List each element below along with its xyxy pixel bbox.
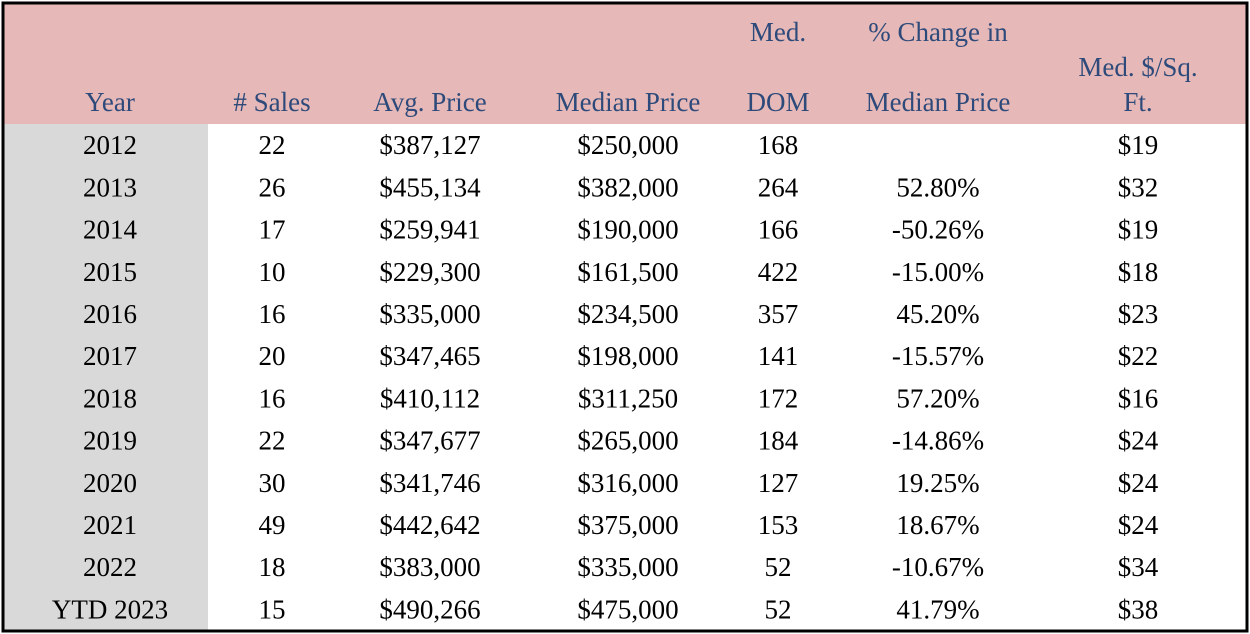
table-cell: $410,112 xyxy=(380,383,480,413)
table-cell: 2019 xyxy=(83,426,137,456)
table-cell: $341,746 xyxy=(379,468,480,498)
year-column-background xyxy=(4,124,208,630)
table-cell: 45.20% xyxy=(896,299,979,329)
table-cell: 127 xyxy=(758,468,799,498)
table-cell: 49 xyxy=(259,510,286,540)
table-cell: 2018 xyxy=(83,383,137,413)
table-cell: $18 xyxy=(1118,257,1159,287)
table-cell: 18.67% xyxy=(896,510,979,540)
table-cell: 2020 xyxy=(83,468,137,498)
header-cell: # Sales xyxy=(233,87,310,117)
table-cell: 2013 xyxy=(83,172,137,202)
table-cell: 168 xyxy=(758,130,799,160)
header-cell: Year xyxy=(85,87,135,117)
table-cell: YTD 2023 xyxy=(52,594,168,624)
table-cell: $335,000 xyxy=(379,299,480,329)
table-cell: $455,134 xyxy=(379,172,481,202)
table-cell: -50.26% xyxy=(892,215,984,245)
table-cell: 166 xyxy=(758,215,799,245)
table-cell: $24 xyxy=(1118,426,1159,456)
table-cell: 52.80% xyxy=(896,172,979,202)
table-cell: 17 xyxy=(259,215,286,245)
table-cell: $34 xyxy=(1118,552,1159,582)
table-cell: $316,000 xyxy=(577,468,678,498)
table-cell: 2016 xyxy=(83,299,137,329)
table-cell: $16 xyxy=(1118,383,1159,413)
header-cell: Med. $/Sq. xyxy=(1078,52,1197,82)
table-cell: 2015 xyxy=(83,257,137,287)
table-cell: 16 xyxy=(259,299,286,329)
table-cell: $347,465 xyxy=(379,341,480,371)
table-cell: $387,127 xyxy=(379,130,480,160)
table-cell: $23 xyxy=(1118,299,1159,329)
table-cell: $24 xyxy=(1118,468,1159,498)
header-cell: DOM xyxy=(746,87,809,117)
table-cell: $19 xyxy=(1118,215,1159,245)
table-cell: $265,000 xyxy=(577,426,678,456)
table-cell: 15 xyxy=(259,594,286,624)
table-cell: $22 xyxy=(1118,341,1159,371)
table-cell: $490,266 xyxy=(379,594,480,624)
table-cell: 52 xyxy=(765,594,792,624)
table-cell: $190,000 xyxy=(577,215,678,245)
table-cell: -15.57% xyxy=(892,341,984,371)
table-cell: $198,000 xyxy=(577,341,678,371)
table-cell: 264 xyxy=(758,172,799,202)
table-cell: $32 xyxy=(1118,172,1159,202)
table-cell: 19.25% xyxy=(896,468,979,498)
table-cell: 20 xyxy=(259,341,286,371)
header-cell: Ft. xyxy=(1123,87,1152,117)
table-cell: $383,000 xyxy=(379,552,480,582)
table-cell: -10.67% xyxy=(892,552,984,582)
table-cell: 2021 xyxy=(83,510,137,540)
table-cell: $311,250 xyxy=(578,383,678,413)
table-cell: 141 xyxy=(758,341,799,371)
table-cell: 41.79% xyxy=(896,594,979,624)
table-cell: -14.86% xyxy=(892,426,984,456)
table-cell: 22 xyxy=(259,130,286,160)
table-cell: 2022 xyxy=(83,552,137,582)
table-cell: $234,500 xyxy=(577,299,678,329)
table-cell: 422 xyxy=(758,257,799,287)
header-cell: % Change in xyxy=(868,17,1008,47)
table-cell: $229,300 xyxy=(379,257,480,287)
table-cell: $259,941 xyxy=(379,215,480,245)
table-cell: $475,000 xyxy=(577,594,678,624)
table-cell: $335,000 xyxy=(577,552,678,582)
table-cell: $382,000 xyxy=(577,172,678,202)
table-cell: 184 xyxy=(758,426,799,456)
table-cell: 2017 xyxy=(83,341,137,371)
table-cell: $250,000 xyxy=(577,130,678,160)
header-cell: Median Price xyxy=(556,87,701,117)
table-cell: 2014 xyxy=(83,215,138,245)
table-cell: 10 xyxy=(259,257,286,287)
table-cell: $375,000 xyxy=(577,510,678,540)
table-cell: $24 xyxy=(1118,510,1159,540)
table-cell: $347,677 xyxy=(379,426,480,456)
header-cell: Avg. Price xyxy=(373,87,486,117)
table-cell: 2012 xyxy=(83,130,137,160)
table-cell: 26 xyxy=(259,172,286,202)
table-cell: $38 xyxy=(1118,594,1159,624)
header-background xyxy=(4,4,1246,124)
table-cell: 18 xyxy=(259,552,286,582)
header-cell: Med. xyxy=(750,17,806,47)
table-cell: 22 xyxy=(259,426,286,456)
table-cell: $442,642 xyxy=(379,510,480,540)
table-cell: $19 xyxy=(1118,130,1159,160)
table-cell: 172 xyxy=(758,383,799,413)
table-cell: 57.20% xyxy=(896,383,979,413)
table-cell: -15.00% xyxy=(892,257,984,287)
table-cell: 30 xyxy=(259,468,286,498)
table-cell: 16 xyxy=(259,383,286,413)
table-cell: $161,500 xyxy=(577,257,678,287)
table-cell: 357 xyxy=(758,299,799,329)
table-cell: 52 xyxy=(765,552,792,582)
header-cell: Median Price xyxy=(866,87,1011,117)
table-cell: 153 xyxy=(758,510,799,540)
